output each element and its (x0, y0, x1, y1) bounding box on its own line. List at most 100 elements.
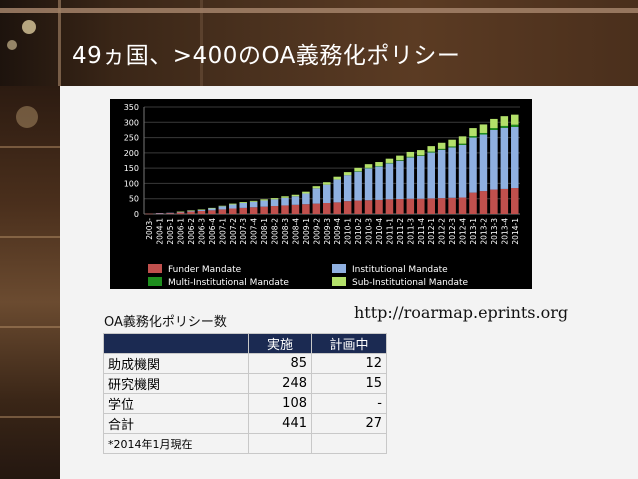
bar-segment (354, 167, 362, 172)
bar-segment (260, 206, 268, 214)
row-label: 研究機関 (103, 373, 249, 394)
x-tick-label: 2010-3 (365, 218, 374, 245)
bar-segment (166, 213, 174, 214)
bar-segment (500, 116, 509, 126)
x-tick-label: 2014-1 (511, 218, 520, 245)
x-tick-label: 2012-2 (438, 218, 447, 245)
bar-segment (145, 213, 153, 215)
bar-segment (385, 162, 394, 164)
bar-segment (155, 213, 164, 214)
x-tick-label: 2006-2 (187, 218, 196, 245)
y-tick-label: 300 (124, 118, 139, 127)
x-tick-label: 2010-1 (344, 218, 353, 245)
legend-label: Multi-Institutional Mandate (168, 278, 289, 288)
table-row: 学位 108 - (103, 393, 387, 414)
x-tick-label: 2008-3 (281, 218, 290, 245)
legend-swatch (148, 277, 162, 286)
table-header-cell: 計画中 (311, 333, 387, 354)
bar-segment (479, 124, 488, 133)
x-tick-label: 2011-3 (406, 218, 415, 245)
bar-segment (229, 208, 237, 214)
bar-segment (417, 150, 425, 156)
empty-cell (311, 433, 387, 454)
bar-segment (302, 204, 310, 214)
y-tick-label: 0 (134, 210, 139, 219)
bar-segment (500, 127, 509, 189)
mandates-chart: 0 50 100 150 200 250 300 350 2003- 2004-1 2005-1 20… (110, 99, 532, 289)
row-label: 合計 (103, 413, 249, 434)
bar-segment (197, 209, 206, 210)
bar-segment (500, 125, 509, 128)
bar-segment (270, 198, 279, 200)
implemented-value: 85 (248, 353, 312, 374)
bar-segment (417, 198, 425, 214)
bar-segment (218, 209, 227, 214)
x-tick-label: 2007-4 (250, 218, 259, 245)
table-header-row: 実施 計画中 (103, 333, 387, 354)
bar-segment (197, 210, 206, 214)
bar-segment (270, 206, 279, 214)
bar-segment (176, 211, 185, 213)
x-tick-label: 2012-3 (448, 218, 457, 245)
bar-segment (208, 208, 216, 211)
bar-segment (396, 160, 404, 161)
bar-segment (323, 182, 331, 185)
bar-segment (249, 207, 258, 214)
bar-segment (511, 114, 519, 125)
shelf-line (0, 326, 60, 328)
bar-segment (281, 197, 289, 206)
table-row: 研究機関 248 15 (103, 373, 387, 394)
x-tick-label: 2011-1 (385, 218, 394, 245)
x-tick-label: 2010-4 (375, 218, 384, 245)
x-tick-label: 2009-1 (302, 218, 311, 245)
bar-segment (396, 160, 404, 200)
bar-segment (479, 132, 488, 135)
table-header-cell: 実施 (248, 333, 312, 354)
x-tick-label: 2008-2 (271, 218, 280, 245)
table-row: 合計 441 27 (103, 413, 387, 434)
bar-segment (249, 201, 258, 208)
bar-segment (281, 196, 289, 198)
bar-segment (511, 126, 519, 189)
table-row: 助成機関 85 12 (103, 353, 387, 374)
bar-segment (500, 188, 509, 214)
bar-segment (375, 199, 383, 214)
bar-segment (291, 196, 300, 205)
bar-segment (458, 144, 467, 198)
bar-segment (427, 146, 435, 152)
bar-segment (448, 197, 456, 214)
x-tick-label: 2012-4 (459, 218, 468, 245)
bar-segment (229, 204, 237, 209)
bar-segment (197, 209, 206, 211)
x-tick-label: 2012-1 (427, 218, 436, 245)
shelf-line (0, 236, 60, 238)
bar-segment (469, 136, 477, 138)
row-label: 学位 (103, 393, 249, 414)
bar-segment (364, 167, 373, 169)
bar-segment (229, 203, 237, 205)
x-tick-label: 2005-1 (166, 218, 175, 245)
bar-segment (406, 157, 415, 199)
header-photo-band: 49ヵ国、>400のOA義務化ポリシー (0, 0, 638, 86)
bar-segment (448, 139, 456, 147)
chandelier-light (22, 20, 36, 34)
bar-segment (448, 146, 456, 148)
bar-segment (417, 155, 425, 156)
bar-segment (239, 202, 247, 203)
policy-count-table: 実施 計画中 助成機関 85 12 研究機関 248 15 学位 108 - 合… (103, 333, 387, 454)
shelf-line (0, 146, 60, 148)
bar-segment (333, 202, 341, 214)
bar-segment (323, 184, 331, 203)
source-url[interactable]: http://roarmap.eprints.org (354, 303, 569, 322)
bar-segment (396, 155, 404, 161)
table-footnote: *2014年1月現在 (103, 433, 249, 454)
bar-segment (490, 129, 498, 190)
bar-segment (375, 166, 383, 200)
legend-label: Funder Mandate (168, 265, 242, 275)
bar-segment (364, 200, 373, 214)
bar-segment (323, 202, 331, 214)
x-tick-label: 2006-1 (177, 218, 186, 245)
x-tick-label: 2007-3 (239, 218, 248, 245)
bar-segment (354, 171, 362, 172)
